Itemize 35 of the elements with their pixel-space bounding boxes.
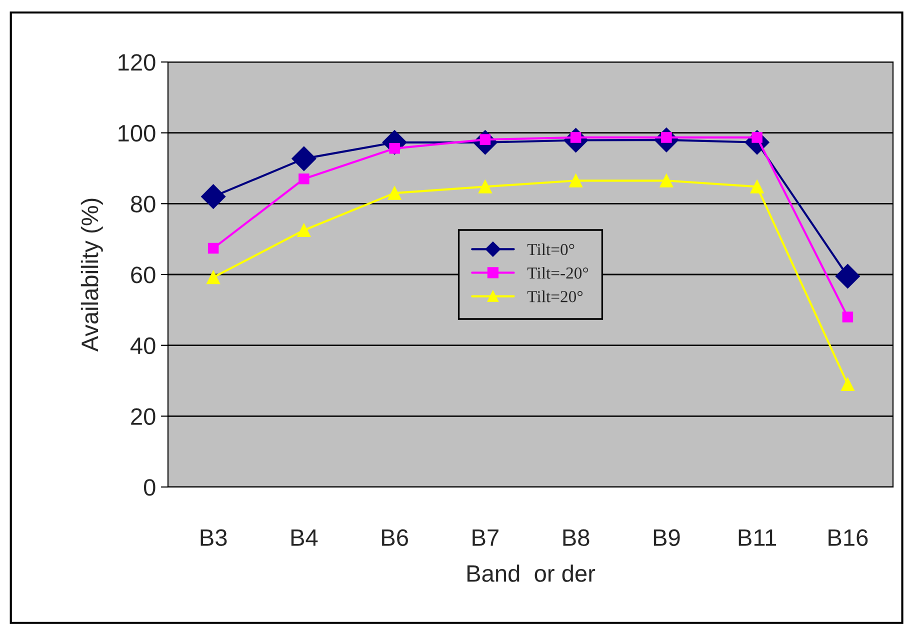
y-tick-label: 0 (144, 479, 156, 496)
point (569, 174, 583, 188)
point (478, 180, 492, 194)
y-tick-label: 120 (118, 54, 156, 71)
legend-label: Tilt=0° (527, 243, 574, 256)
point (201, 184, 226, 209)
y-tick-label: 40 (130, 337, 156, 354)
point (840, 378, 854, 392)
y-tick-label: 60 (131, 266, 156, 284)
point (388, 186, 402, 200)
x-tick-label: B3 (200, 529, 227, 546)
point (208, 242, 219, 254)
point (835, 264, 860, 289)
legend-label: Tilt=20° (527, 290, 583, 302)
point (660, 174, 674, 188)
x-tick-label: B9 (654, 529, 680, 546)
x-tick-label: B4 (291, 530, 318, 546)
y-tick-label: 80 (130, 196, 156, 212)
point (842, 312, 854, 322)
legend-label: Tilt=-20° (527, 266, 588, 279)
x-tick-label: B16 (828, 529, 868, 546)
x-tick-label: B7 (472, 530, 498, 546)
y-tick-label: 100 (118, 124, 156, 142)
y-axis-title: Availability (%) (80, 198, 103, 352)
point (389, 143, 400, 154)
x-tick-label: B8 (563, 529, 590, 546)
point (298, 173, 310, 184)
point (297, 223, 311, 237)
x-tick-label: B6 (382, 529, 408, 546)
point (206, 270, 220, 284)
point (750, 180, 764, 194)
point (292, 146, 316, 171)
y-tick-label: 20 (131, 408, 156, 425)
x-tick-label: B11 (738, 530, 776, 546)
x-axis-title: Band or der (467, 564, 596, 582)
